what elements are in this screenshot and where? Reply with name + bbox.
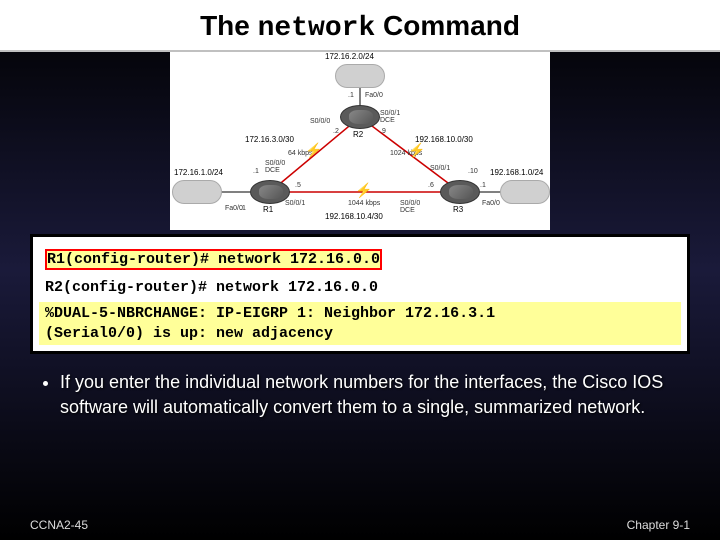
r3-addr-up: .10 <box>468 168 478 175</box>
r2-label: R2 <box>353 130 363 139</box>
cmd-line-1: R1(config-router)# network 172.16.0.0 <box>39 246 681 273</box>
r2-s000: S0/0/0 <box>310 118 330 125</box>
router-r1 <box>250 180 290 204</box>
lightning-r: ⚡ <box>408 142 425 159</box>
slide-title: The network Command <box>0 0 720 50</box>
cloud-right <box>500 180 550 204</box>
r2-fa00: Fa0/0 <box>365 92 383 99</box>
r1-s001: S0/0/1 <box>285 200 305 207</box>
r3-addr-r: .1 <box>480 182 486 189</box>
title-part3: Command <box>375 10 520 41</box>
r3-s000: S0/0/0 DCE <box>400 200 435 214</box>
footer-right: Chapter 9-1 <box>627 518 690 532</box>
title-part2: network <box>258 13 376 44</box>
r3-label: R3 <box>453 205 463 214</box>
net-top-label: 172.16.2.0/24 <box>325 52 374 61</box>
r1-addr-r: .5 <box>295 182 301 189</box>
title-part1: The <box>200 10 258 41</box>
title-rule <box>0 50 720 52</box>
lightning-b: ⚡ <box>355 182 372 199</box>
r2-addr-t: .1 <box>348 92 354 99</box>
terminal-output: R1(config-router)# network 172.16.0.0 R2… <box>30 234 690 354</box>
router-r3 <box>440 180 480 204</box>
net-left: 172.16.1.0/24 <box>174 168 223 177</box>
cmd-line-2: R2(config-router)# network 172.16.0.0 <box>39 276 681 299</box>
bullet-list: If you enter the individual network numb… <box>40 370 680 420</box>
r3-addr-l: .6 <box>428 182 434 189</box>
router-r2 <box>340 105 380 129</box>
cloud-left <box>172 180 222 204</box>
r2-s001: S0/0/1 DCE <box>380 110 410 124</box>
lightning-l: ⚡ <box>305 142 322 159</box>
footer: CCNA2-45 Chapter 9-1 <box>0 518 720 532</box>
bullet-item: If you enter the individual network numb… <box>60 370 680 420</box>
r2-addr-r: .9 <box>380 128 386 135</box>
net-bl: 172.16.3.0/30 <box>245 135 294 144</box>
net-bottom: 192.168.10.4/30 <box>325 212 383 221</box>
r2-addr-l: .2 <box>333 128 339 135</box>
r1-label: R1 <box>263 205 273 214</box>
r1-addr-l: .1 <box>240 205 246 212</box>
r1-s000: S0/0/0 DCE <box>265 160 295 174</box>
cmd1-text: R1(config-router)# network 172.16.0.0 <box>45 249 382 270</box>
r1-addr-up: .1 <box>253 168 259 175</box>
network-diagram: 172.16.2.0/24 R2 Fa0/0 S0/0/0 S0/0/1 DCE… <box>170 50 550 230</box>
footer-left: CCNA2-45 <box>30 518 88 532</box>
msg-line-2: (Serial0/0) is up: new adjacency <box>39 322 681 345</box>
cloud-top <box>335 64 385 88</box>
net-right: 192.168.1.0/24 <box>490 168 543 177</box>
r3-fa00: Fa0/0 <box>482 200 500 207</box>
r3-s001: S0/0/1 <box>430 165 450 172</box>
bw-bottom: 1044 kbps <box>348 200 380 207</box>
